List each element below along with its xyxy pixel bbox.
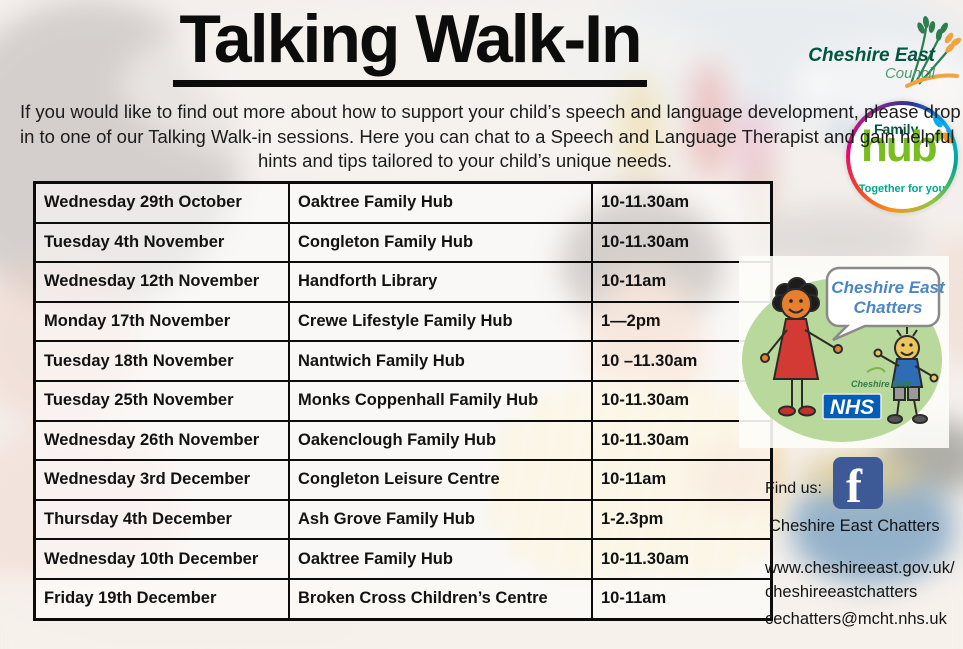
session-location: Congleton Family Hub [288, 221, 593, 264]
session-time: 10-11am [591, 459, 773, 501]
session-location: Oaktree Family Hub [288, 538, 593, 580]
session-row: Tuesday 4th November Congleton Family Hu… [33, 221, 773, 264]
family-hub-tagline: Together for you [858, 183, 946, 195]
session-date: Tuesday 25th November [33, 379, 290, 422]
flower-burst-icon [933, 113, 954, 144]
wheat-sheaf-icon [905, 16, 962, 88]
facebook-icon-letter: f [846, 460, 862, 509]
email-address[interactable]: cechatters@mcht.nhs.uk [765, 610, 947, 628]
family-hub-word-hub: hub [861, 122, 938, 171]
cheshire-east-council-logo: Cheshire East Council [795, 8, 963, 94]
family-hub-logo-inner: Family hub Together for you [850, 105, 954, 209]
session-row: Wednesday 26th November Oakenclough Fami… [33, 419, 773, 462]
chatters-council-text: Cheshire East [851, 379, 912, 389]
session-row: Wednesday 10th December Oaktree Family H… [33, 538, 773, 580]
session-date: Wednesday 12th November [33, 261, 290, 303]
chatters-bubble-line2: Chatters [854, 298, 923, 317]
session-time: 1-2.3pm [591, 498, 773, 541]
session-date: Tuesday 18th November [33, 340, 290, 382]
session-location: Handforth Library [288, 261, 593, 303]
session-location: Crewe Lifestyle Family Hub [288, 300, 593, 343]
session-location: Oaktree Family Hub [288, 181, 593, 224]
session-date: Wednesday 10th December [33, 538, 290, 580]
website-line2[interactable]: cheshireeastchatters [765, 583, 918, 601]
family-hub-logo: Family hub Together for you [846, 101, 958, 213]
website-link[interactable]: www.cheshireeast.gov.uk/ cheshireeastcha… [765, 556, 955, 604]
session-time: 10-11am [591, 577, 773, 621]
intro-line: If you would like to find out more about… [20, 101, 961, 122]
intro-line: hints and tips tailored to your child’s … [257, 150, 673, 171]
session-row: Wednesday 29th October Oaktree Family Hu… [33, 181, 773, 224]
session-location: Congleton Leisure Centre [288, 459, 593, 501]
session-date: Wednesday 29th October [33, 181, 290, 224]
bg-blob [688, 60, 730, 180]
find-us-label: Find us: [765, 480, 822, 497]
session-date: Friday 19th December [33, 577, 290, 621]
facebook-page-name[interactable]: Cheshire East Chatters [769, 517, 940, 535]
facebook-icon[interactable]: f [833, 457, 883, 509]
session-time: 10-11.30am [591, 181, 773, 224]
session-row: Tuesday 18th November Nantwich Family Hu… [33, 340, 773, 382]
session-row: Tuesday 25th November Monks Coppenhall F… [33, 379, 773, 422]
session-row: Thursday 4th December Ash Grove Family H… [33, 498, 773, 541]
session-location: Monks Coppenhall Family Hub [288, 379, 593, 422]
session-location: Oakenclough Family Hub [288, 419, 593, 462]
intro-paragraph: If you would like to find out more about… [20, 100, 961, 174]
session-location: Broken Cross Children’s Centre [288, 577, 593, 621]
session-row: Monday 17th November Crewe Lifestyle Fam… [33, 300, 773, 343]
website-line1[interactable]: www.cheshireeast.gov.uk/ [765, 559, 955, 577]
page-title: Talking Walk-In [173, 2, 647, 87]
council-logo-name: Cheshire East [808, 45, 935, 66]
session-row: Wednesday 3rd December Congleton Leisure… [33, 459, 773, 501]
session-date: Tuesday 4th November [33, 221, 290, 264]
chatters-bubble-line1: Cheshire East [831, 278, 946, 297]
council-logo-sub: Council [884, 65, 935, 82]
session-time: 10-11.30am [591, 538, 773, 580]
intro-line: in to one of our Talking Walk-in session… [20, 125, 955, 147]
session-location: Ash Grove Family Hub [288, 498, 593, 541]
bg-blob [620, 75, 660, 180]
session-location: Nantwich Family Hub [288, 340, 593, 382]
session-date: Thursday 4th December [33, 498, 290, 541]
session-date: Wednesday 3rd December [33, 459, 290, 501]
session-row: Friday 19th December Broken Cross Childr… [33, 577, 773, 621]
session-date: Wednesday 26th November [33, 419, 290, 462]
nhs-logo-text: NHS [830, 396, 874, 419]
family-hub-word-family: Family [874, 121, 919, 137]
cheshire-east-chatters-graphic: Cheshire East Chatters Cheshire East N [739, 256, 949, 448]
poster-header: Talking Walk-In [120, 2, 700, 87]
session-date: Monday 17th November [33, 300, 290, 343]
sessions-table: Wednesday 29th October Oaktree Family Hu… [33, 181, 773, 621]
session-row: Wednesday 12th November Handforth Librar… [33, 261, 773, 303]
